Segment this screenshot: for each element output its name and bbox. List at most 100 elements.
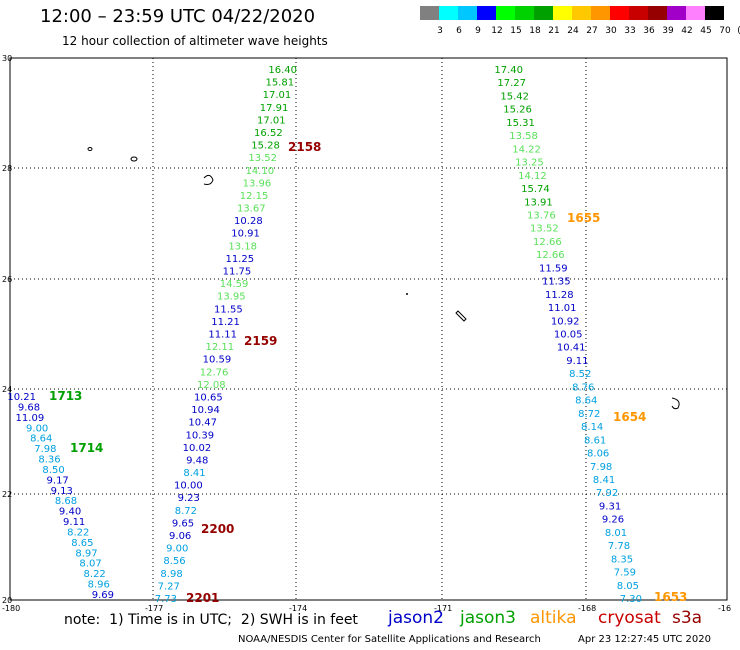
wave-height-label: 11.11 <box>208 330 237 341</box>
scale-swatch <box>705 6 724 20</box>
wave-height-label: 15.28 <box>251 141 280 152</box>
scale-swatch <box>496 6 515 20</box>
wave-height-label: 10.00 <box>174 481 203 492</box>
wave-height-label: 9.26 <box>602 515 624 526</box>
scale-label: 15 <box>510 26 522 36</box>
wave-height-label: 17.01 <box>263 90 292 101</box>
wave-height-label: 13.96 <box>243 178 272 189</box>
wave-height-label: 17.01 <box>257 115 286 126</box>
scale-swatch <box>534 6 553 20</box>
wave-height-label: 9.48 <box>186 456 208 467</box>
wave-height-label: 9.31 <box>599 501 621 512</box>
wave-height-label: 8.65 <box>71 538 93 549</box>
wave-height-label: 8.68 <box>55 496 77 507</box>
wave-height-label: 7.98 <box>590 462 612 473</box>
wave-height-label: 8.06 <box>587 449 609 460</box>
wave-height-label: 8.98 <box>160 569 182 580</box>
wave-height-label: 8.61 <box>584 435 606 446</box>
wave-height-label: 10.05 <box>554 330 583 341</box>
island-shape <box>87 147 93 151</box>
wave-height-label: 15.42 <box>500 92 529 103</box>
wave-height-label: 17.91 <box>260 103 289 114</box>
wave-height-label: 8.36 <box>38 455 60 466</box>
wave-height-label: 8.64 <box>30 434 52 445</box>
wave-height-label: 15.31 <box>506 118 535 129</box>
wave-height-label: 8.35 <box>611 554 633 565</box>
scale-swatch <box>610 6 629 20</box>
wave-height-label: 12.76 <box>200 367 229 378</box>
scale-swatch <box>420 6 439 20</box>
plot-frame <box>9 57 728 601</box>
wave-height-label: 10.94 <box>191 405 220 416</box>
lat-label: 28 <box>2 164 12 173</box>
wave-height-label: 10.59 <box>203 355 232 366</box>
wave-height-label: 8.41 <box>593 475 615 486</box>
pass-time-tag: 1654 <box>613 410 646 424</box>
scale-label: 24 <box>567 26 579 36</box>
wave-height-label: 13.67 <box>237 204 266 215</box>
wave-height-label: 10.02 <box>183 443 212 454</box>
pass-time-tag: 1655 <box>567 211 600 225</box>
wave-height-label: 10.92 <box>551 316 580 327</box>
credit-text: NOAA/NESDIS Center for Satellite Applica… <box>238 634 541 645</box>
lon-label: -16 <box>718 604 731 613</box>
wave-height-label: 12.66 <box>536 250 565 261</box>
scale-swatch <box>515 6 534 20</box>
island-shape <box>203 174 214 185</box>
pass-time-tag: 2159 <box>244 334 277 348</box>
lon-label: -168 <box>578 604 596 613</box>
wave-height-label: 8.05 <box>617 581 639 592</box>
footer-note: note: 1) Time is in UTC; 2) SWH is in fe… <box>64 612 358 628</box>
legend-altika: altika <box>530 608 577 628</box>
lon-label: -171 <box>434 604 452 613</box>
scale-swatch <box>553 6 572 20</box>
scale-label: 33 <box>624 26 636 36</box>
wave-height-label: 10.39 <box>185 430 214 441</box>
wave-height-label: 8.97 <box>75 548 97 559</box>
wave-height-label: 11.35 <box>542 277 571 288</box>
pass-time-tag: 1653 <box>654 590 687 604</box>
wave-height-label: 7.27 <box>158 581 180 592</box>
wave-height-label: 8.76 <box>572 382 594 393</box>
wave-height-label: 8.01 <box>605 528 627 539</box>
wave-height-label: 8.96 <box>88 580 110 591</box>
wave-height-label: 10.47 <box>188 418 217 429</box>
lon-label: -180 <box>2 604 20 613</box>
scale-label: 45 <box>700 26 712 36</box>
scale-swatch <box>439 6 458 20</box>
wave-height-label: 10.21 <box>7 392 36 403</box>
wave-height-label: 11.25 <box>225 254 254 265</box>
wave-height-label: 15.74 <box>521 184 550 195</box>
wave-height-label: 17.40 <box>494 65 523 76</box>
wave-height-label: 11.75 <box>223 267 252 278</box>
wave-height-label: 11.09 <box>16 413 45 424</box>
scale-label: 30 <box>605 26 617 36</box>
wave-height-label: 15.26 <box>503 105 532 116</box>
wave-height-label: 9.13 <box>51 486 73 497</box>
wave-height-label: 12.15 <box>240 191 269 202</box>
wave-height-label: 8.22 <box>84 569 106 580</box>
wave-height-label: 14.10 <box>245 166 274 177</box>
lon-label: -174 <box>289 604 307 613</box>
wave-height-label: 9.69 <box>92 590 114 601</box>
wave-height-label: 13.52 <box>248 153 277 164</box>
legend-jason2: jason2 <box>388 608 444 628</box>
wave-height-label: 7.98 <box>34 444 56 455</box>
scale-label: 3 <box>437 26 443 36</box>
wave-height-label: 13.76 <box>527 211 556 222</box>
wave-height-label: 13.58 <box>509 131 538 142</box>
island-shape <box>455 310 467 322</box>
scale-swatch <box>629 6 648 20</box>
wave-height-label: 15.81 <box>265 78 294 89</box>
wave-height-label: 8.72 <box>175 506 197 517</box>
pass-time-tag: 2201 <box>186 591 219 605</box>
wave-height-label: 8.22 <box>67 528 89 539</box>
wave-height-label: 13.95 <box>217 292 246 303</box>
wave-height-label: 9.17 <box>47 475 69 486</box>
scale-label: 21 <box>548 26 560 36</box>
wave-height-label: 14.22 <box>512 144 541 155</box>
scale-label: 36 <box>643 26 655 36</box>
wave-height-label: 13.91 <box>524 197 553 208</box>
wave-height-label: 8.72 <box>578 409 600 420</box>
wave-height-label: 8.07 <box>79 559 101 570</box>
